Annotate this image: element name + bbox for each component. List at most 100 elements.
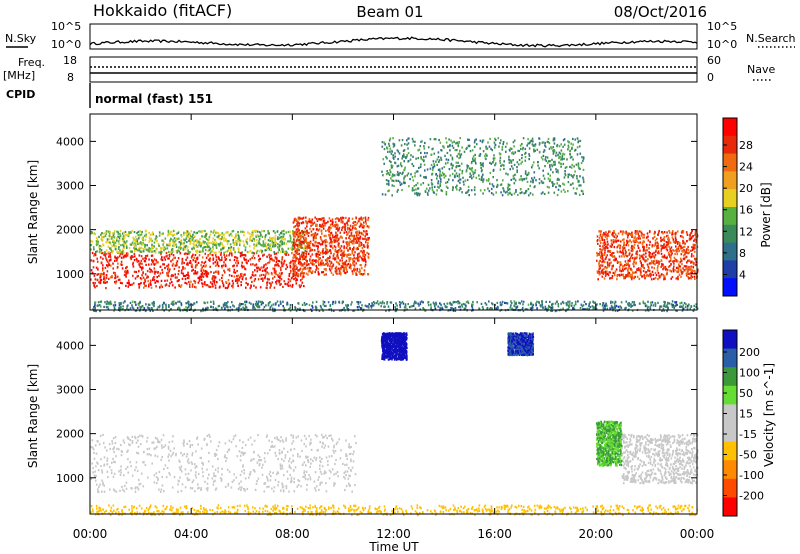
data-cell — [92, 281, 95, 285]
data-cell — [326, 252, 328, 255]
data-cell — [449, 143, 451, 147]
data-cell — [217, 237, 220, 240]
data-cell — [330, 231, 333, 234]
data-cell — [193, 241, 195, 244]
data-cell — [634, 240, 637, 243]
data-cell — [108, 251, 110, 254]
data-cell — [392, 179, 395, 182]
data-cell — [400, 162, 402, 165]
data-cell — [144, 260, 146, 263]
data-cell — [322, 303, 325, 306]
data-cell — [367, 218, 369, 221]
data-cell — [415, 191, 418, 195]
data-cell — [635, 271, 637, 274]
data-cell — [362, 254, 364, 257]
data-cell — [439, 175, 441, 178]
data-cell — [552, 139, 555, 142]
data-cell — [676, 277, 678, 280]
data-cell — [672, 249, 674, 252]
data-cell — [242, 303, 244, 306]
data-cell — [685, 274, 688, 277]
data-cell — [159, 251, 162, 254]
data-cell — [499, 159, 501, 162]
data-cell — [238, 236, 240, 240]
data-cell — [616, 275, 618, 278]
data-cell — [311, 271, 313, 275]
data-cell — [227, 248, 229, 252]
data-cell — [325, 234, 327, 237]
data-cell — [528, 194, 530, 197]
data-cell — [330, 261, 333, 264]
data-cell — [635, 232, 637, 235]
data-cell — [406, 143, 408, 146]
data-cell — [305, 238, 308, 241]
data-cell — [212, 258, 214, 261]
data-cell — [572, 137, 574, 141]
data-cell — [130, 243, 133, 246]
data-cell — [560, 158, 562, 161]
data-cell — [399, 303, 401, 306]
data-cell — [201, 274, 204, 277]
data-cell — [381, 302, 383, 305]
data-cell — [274, 231, 276, 234]
data-cell — [341, 265, 344, 269]
data-cell — [366, 237, 369, 240]
data-cell — [436, 174, 439, 177]
data-cell — [432, 166, 434, 169]
data-cell — [474, 139, 476, 142]
data-cell — [222, 233, 224, 237]
data-cell — [600, 269, 603, 272]
data-cell — [607, 243, 609, 246]
data-cell — [255, 229, 257, 232]
data-cell — [473, 189, 476, 192]
data-cell — [569, 152, 571, 155]
data-cell — [324, 246, 327, 249]
data-cell — [615, 240, 617, 243]
data-cell — [325, 269, 327, 272]
data-cell — [224, 307, 226, 310]
data-cell — [200, 245, 202, 248]
data-cell — [325, 222, 328, 225]
data-cell — [138, 254, 141, 257]
data-cell — [638, 230, 641, 233]
data-cell — [487, 179, 490, 182]
data-cell — [202, 240, 205, 243]
data-cell — [99, 248, 101, 251]
data-cell — [674, 252, 676, 256]
data-cell — [179, 285, 182, 288]
data-cell — [316, 218, 319, 221]
data-cell — [642, 236, 644, 239]
data-cell — [178, 300, 181, 303]
data-cell — [564, 166, 567, 169]
data-cell — [103, 276, 105, 279]
data-cell — [205, 272, 208, 275]
data-cell — [628, 271, 631, 275]
data-cell — [296, 266, 298, 269]
data-cell — [119, 250, 121, 254]
data-cell — [690, 255, 693, 258]
data-cell — [490, 192, 493, 195]
data-cell — [334, 250, 337, 253]
data-cell — [564, 172, 566, 175]
data-cell — [422, 301, 424, 304]
data-cell — [643, 233, 645, 236]
data-cell — [112, 267, 114, 270]
data-cell — [642, 265, 644, 269]
data-cell — [392, 154, 394, 157]
data-cell — [414, 172, 416, 175]
data-cell — [121, 237, 124, 240]
data-cell — [521, 308, 523, 311]
data-cell — [215, 241, 218, 244]
data-cell — [596, 270, 599, 273]
data-cell — [647, 274, 650, 277]
data-cell — [101, 238, 104, 241]
data-cell — [280, 232, 283, 235]
data-cell — [214, 254, 217, 257]
data-cell — [349, 228, 351, 232]
data-cell — [676, 230, 679, 233]
data-cell — [445, 137, 447, 140]
data-cell — [436, 163, 438, 166]
data-cell — [314, 232, 317, 235]
data-cell — [633, 261, 636, 264]
data-cell — [321, 271, 323, 274]
